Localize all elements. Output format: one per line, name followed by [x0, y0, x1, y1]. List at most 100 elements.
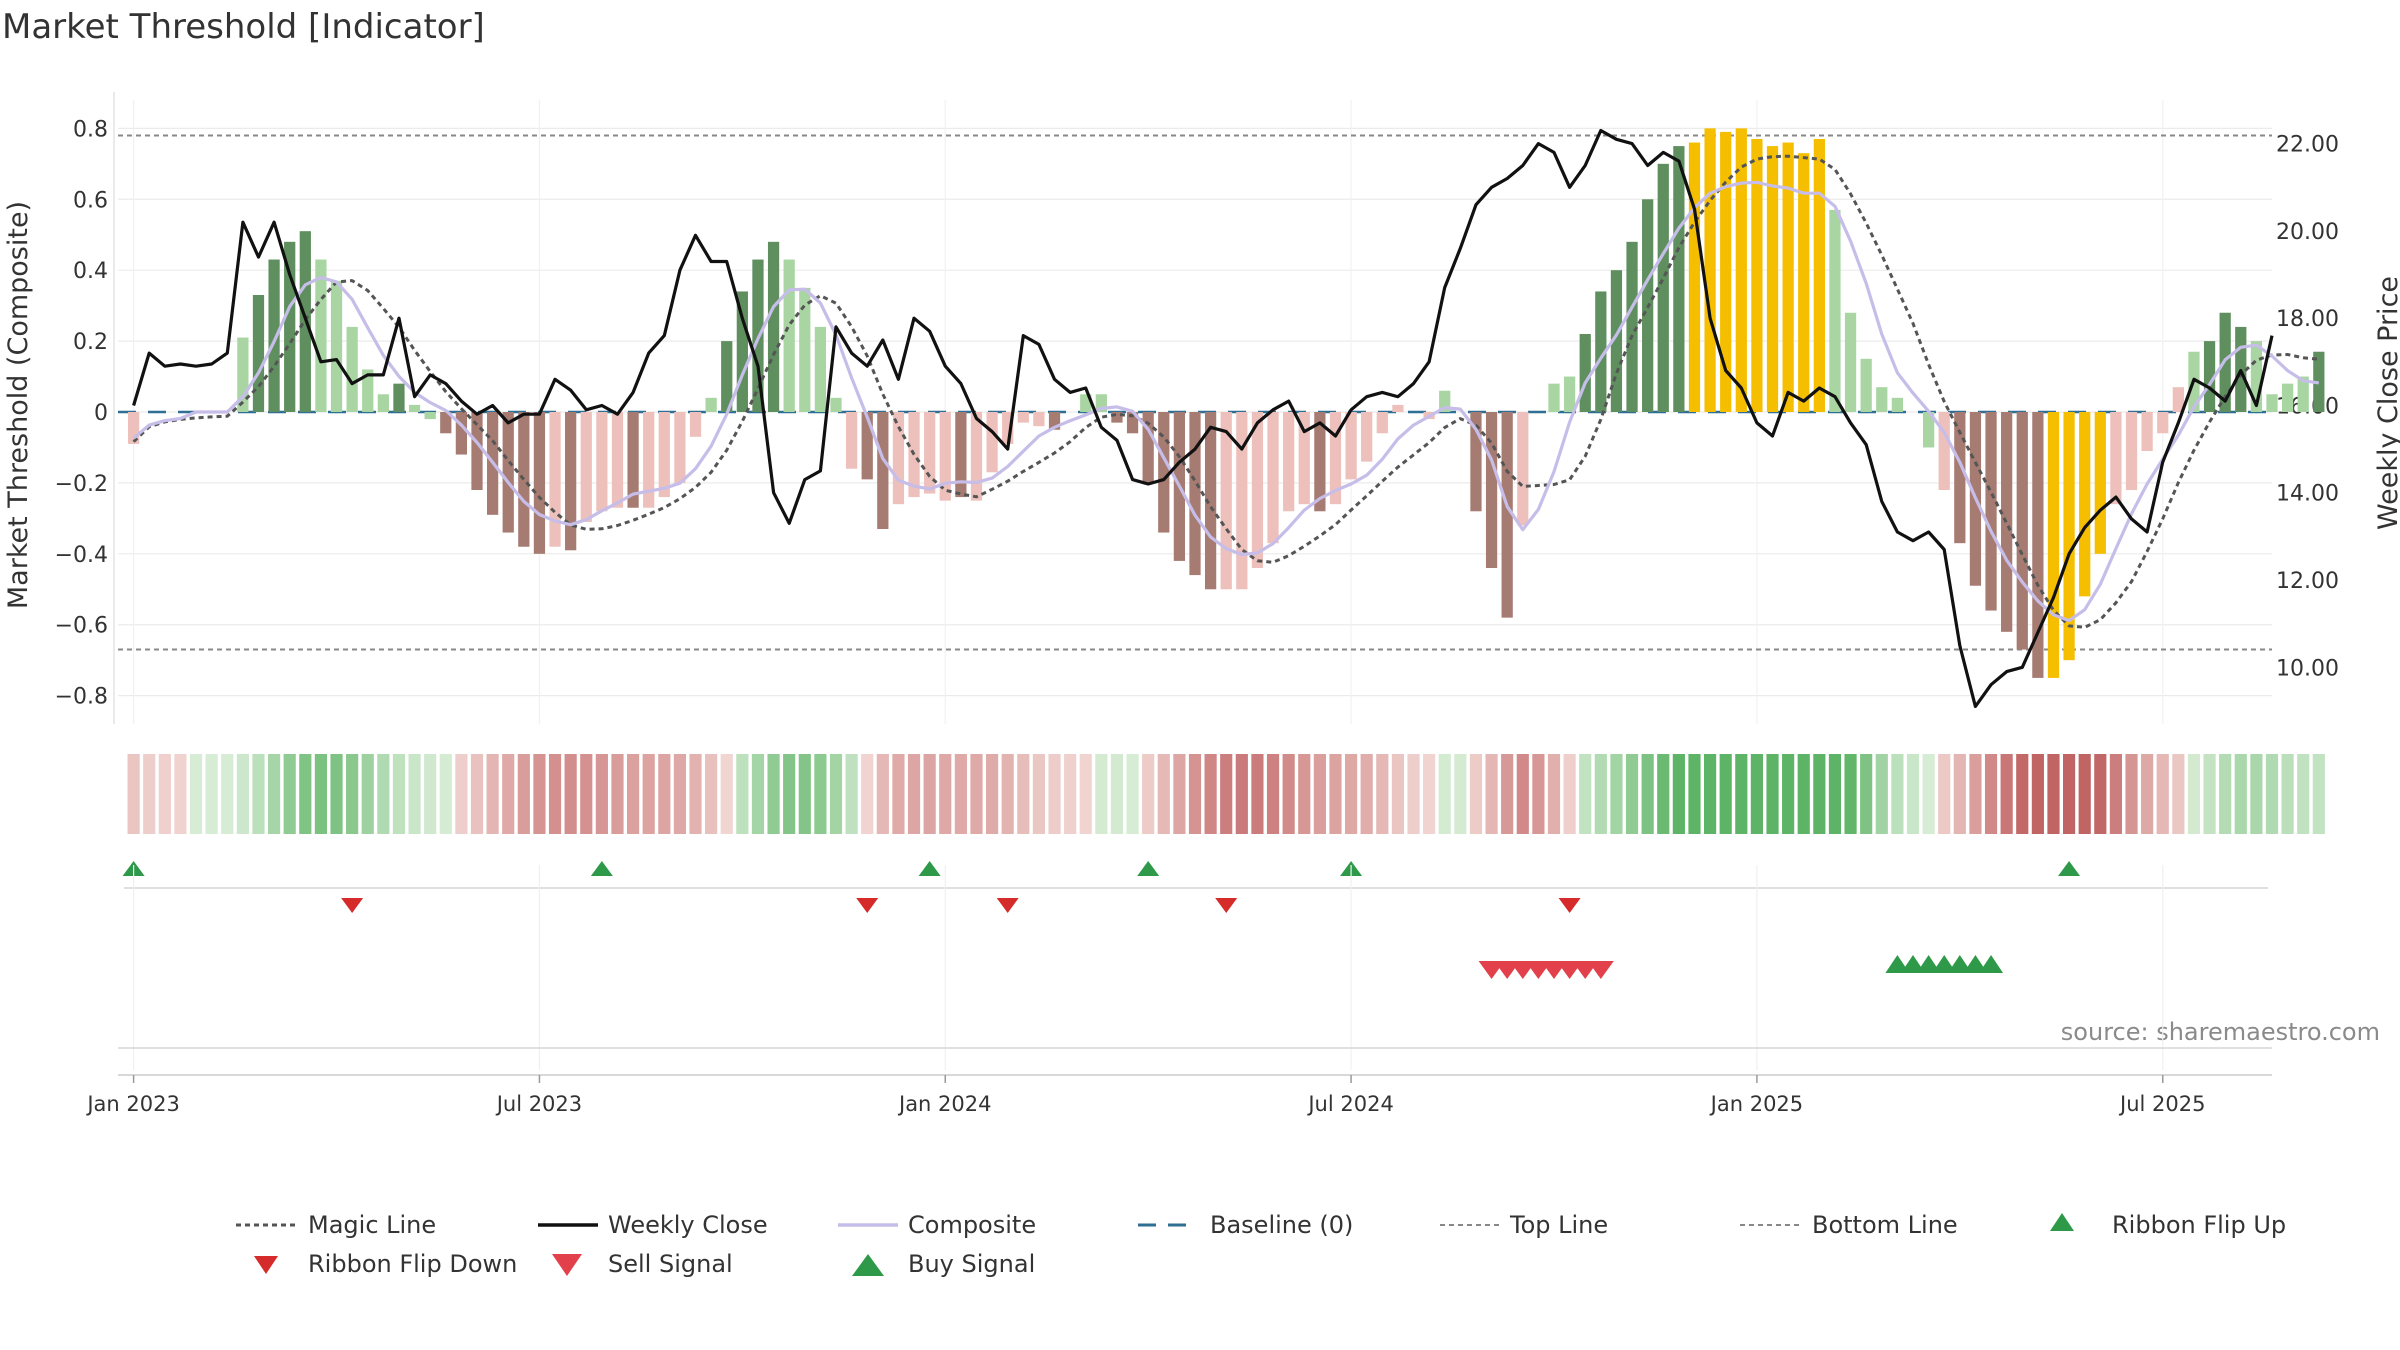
- ribbon-cell: [1860, 754, 1873, 834]
- ribbon-cell: [1423, 754, 1436, 834]
- composite-bar: [1204, 412, 1217, 590]
- ribbon-cell: [1438, 754, 1451, 834]
- legend-top-line: Top Line: [1509, 1211, 1608, 1239]
- composite-bar: [1017, 412, 1029, 423]
- composite-bar: [1891, 397, 1904, 412]
- ribbon-cell: [1204, 754, 1217, 834]
- ribbon-cell: [1407, 754, 1420, 834]
- ribbon-flip-up-marker: [590, 861, 613, 876]
- ribbon-cell: [1173, 754, 1186, 834]
- ribbon-cell: [1579, 754, 1592, 834]
- composite-bar: [408, 404, 421, 412]
- ribbon-cell: [1251, 754, 1264, 834]
- composite-bar: [284, 241, 296, 412]
- ribbon-cell: [1657, 754, 1670, 834]
- ribbon-cell: [1828, 754, 1842, 834]
- ribbon-cell: [954, 754, 967, 834]
- composite-bar: [1985, 412, 1997, 611]
- composite-bar: [877, 412, 889, 529]
- composite-bar: [252, 295, 265, 412]
- ribbon-cell: [314, 754, 328, 834]
- buy-signal-marker: [1963, 955, 1988, 973]
- ribbon-cell: [424, 754, 437, 834]
- composite-bar: [1735, 128, 1747, 412]
- ribbon-cell: [2156, 754, 2169, 834]
- composite-bar: [1579, 334, 1591, 412]
- series-lines: [132, 128, 2320, 709]
- legend-weekly-close: Weekly Close: [608, 1211, 768, 1239]
- composite-bar: [1345, 412, 1357, 480]
- composite-bar: [1501, 412, 1513, 618]
- ribbon-cell: [377, 754, 390, 834]
- ribbon-cell: [1017, 754, 1030, 834]
- composite-bar: [1844, 312, 1857, 412]
- ribbon-cell: [580, 754, 593, 834]
- y-tick-left-label: −0.2: [55, 472, 108, 497]
- ribbon-cell: [267, 754, 281, 834]
- composite-bar: [1860, 358, 1872, 412]
- y-tick-left-label: 0: [94, 401, 108, 426]
- composite-bar: [1688, 142, 1701, 412]
- ribbon-cell: [1313, 754, 1326, 834]
- ribbon-cell: [1672, 754, 1685, 834]
- ribbon-cell: [174, 754, 187, 834]
- chart-title: Market Threshold [Indicator]: [2, 7, 485, 47]
- composite-bar: [799, 287, 811, 412]
- composite-bar: [393, 383, 405, 412]
- ribbon-cell: [1813, 754, 1826, 834]
- composite-bar: [580, 412, 592, 522]
- ribbon-cell: [798, 754, 811, 834]
- x-tick-label: Jul 2025: [2118, 1092, 2205, 1116]
- ribbon-cell: [533, 754, 546, 834]
- composite-bar: [2297, 376, 2309, 412]
- legend: Magic Line Weekly Close Composite Baseli…: [236, 1211, 2286, 1278]
- composite-bar: [1033, 412, 1045, 427]
- composite-bar: [1158, 412, 1170, 533]
- ribbon-flip-markers: [122, 861, 2268, 913]
- composite-bar: [237, 337, 249, 412]
- composite-bar: [1782, 142, 1794, 412]
- ribbon-cell: [642, 754, 655, 834]
- composite-bar: [2016, 412, 2028, 650]
- composite-bar: [1048, 412, 1061, 430]
- ribbon-cell: [2141, 754, 2154, 834]
- ribbon-cell: [1594, 754, 1607, 834]
- composite-bar: [424, 412, 436, 420]
- ribbon-cell: [861, 754, 874, 834]
- y-ticks-left: 0.8 0.6 0.4 0.2 0 −0.2 −0.4 −0.6 −0.8: [55, 117, 108, 709]
- ribbon-cell: [252, 754, 265, 834]
- composite-bar: [2157, 412, 2169, 434]
- ribbon-cell: [2062, 754, 2076, 834]
- buy-signal-marker: [1885, 955, 1910, 973]
- ribbon-cell: [1501, 754, 1514, 834]
- y-tick-right-label: 18.00: [2276, 307, 2339, 332]
- ribbon-cell: [1282, 754, 1295, 834]
- ribbon-cell: [143, 754, 156, 834]
- ribbon-cell: [876, 754, 889, 834]
- ribbon-cell: [1142, 754, 1155, 834]
- ribbon-cell: [1922, 754, 1935, 834]
- x-axis: Jan 2023 Jul 2023 Jan 2024 Jul 2024 Jan 2025…: [85, 1074, 2272, 1116]
- ribbon-cell: [1875, 754, 1888, 834]
- composite-bar: [1095, 394, 1107, 412]
- composite-bar: [1361, 412, 1373, 462]
- ribbon-cell: [814, 754, 827, 834]
- composite-bar: [1470, 412, 1482, 512]
- y-tick-left-label: −0.6: [55, 614, 108, 639]
- composite-bar: [1189, 412, 1201, 576]
- composite-bar: [1439, 390, 1451, 412]
- ribbon-cell: [611, 754, 624, 834]
- ribbon-cell: [2094, 754, 2107, 834]
- composite-bar: [2266, 394, 2278, 412]
- composite-bar: [2172, 387, 2184, 412]
- x-tick-label: Jul 2024: [1306, 1092, 1393, 1116]
- composite-bar: [2281, 383, 2294, 412]
- ribbon-cell: [1032, 754, 1046, 834]
- ribbon-cell: [1360, 754, 1373, 834]
- ribbon-cell: [1188, 754, 1202, 834]
- composite-bar: [767, 241, 780, 412]
- legend-swatch-buy-signal: [852, 1254, 884, 1276]
- composite-bar: [2063, 412, 2075, 661]
- ribbon-cell: [283, 754, 296, 834]
